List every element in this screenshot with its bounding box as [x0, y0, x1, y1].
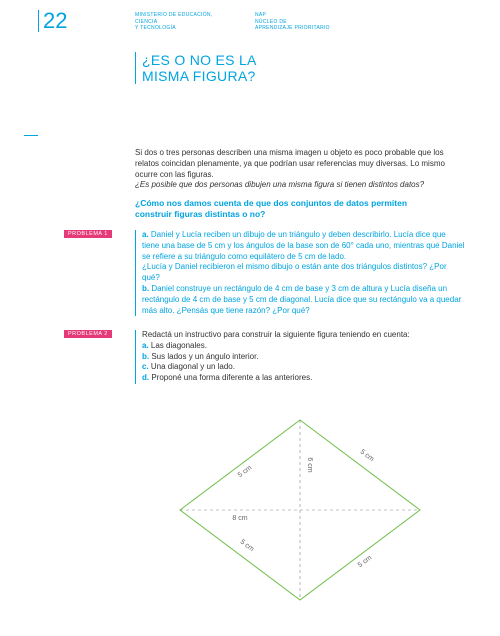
svg-text:5 cm: 5 cm	[239, 538, 255, 553]
intro-text: Si dos o tres personas describen una mis…	[135, 148, 465, 191]
intro-plain: Si dos o tres personas describen una mis…	[135, 148, 445, 179]
svg-text:8 cm: 8 cm	[232, 515, 247, 522]
svg-text:6 cm: 6 cm	[306, 457, 313, 472]
svg-text:5 cm: 5 cm	[359, 448, 375, 463]
problem-1-label: PROBLEMA 1	[64, 230, 112, 238]
page-number: 22	[38, 10, 67, 32]
header-nap: NAPNÚCLEO DEAPRENDIZAJE PRIORITARIO	[255, 12, 330, 32]
problem-2-body: Redactá un instructivo para construir la…	[135, 330, 465, 384]
problem-2c-prefix: c.	[142, 362, 149, 371]
problem-2d-text: Proponé una forma diferente a las anteri…	[149, 373, 312, 382]
problem-1-q1: ¿Lucía y Daniel recibieron el mismo dibu…	[142, 262, 447, 282]
page-title: ¿ES O NO ES LAMISMA FIGURA?	[135, 52, 257, 84]
problem-1a-text: Daniel y Lucía reciben un dibujo de un t…	[142, 230, 465, 261]
problem-2c-text: Una diagonal y un lado.	[149, 362, 235, 371]
rhombus-diagram: 5 cm 5 cm 5 cm 5 cm 8 cm 6 cm	[135, 395, 465, 625]
problem-2-label: PROBLEMA 2	[64, 330, 112, 338]
main-question: ¿Cómo nos damos cuenta de que dos conjun…	[135, 198, 445, 221]
problem-2a-prefix: a.	[142, 341, 149, 350]
intro-italic: ¿Es posible que dos personas dibujen una…	[135, 180, 424, 189]
svg-text:5 cm: 5 cm	[237, 464, 253, 479]
problem-2b-text: Sus lados y un ángulo interior.	[149, 352, 258, 361]
problem-2-intro: Redactá un instructivo para construir la…	[142, 330, 410, 339]
problem-1-body: a. Daniel y Lucía reciben un dibujo de u…	[135, 230, 465, 316]
svg-text:5 cm: 5 cm	[357, 554, 373, 569]
header-ministry: MINISTERIO DE EDUCACIÓN,CIENCIAY TECNOLO…	[135, 12, 212, 32]
problem-2a-text: Las diagonales.	[149, 341, 207, 350]
problem-1a-prefix: a.	[142, 230, 149, 239]
side-tick	[24, 135, 38, 136]
problem-1b-text: Daniel construye un rectángulo de 4 cm d…	[142, 284, 461, 315]
